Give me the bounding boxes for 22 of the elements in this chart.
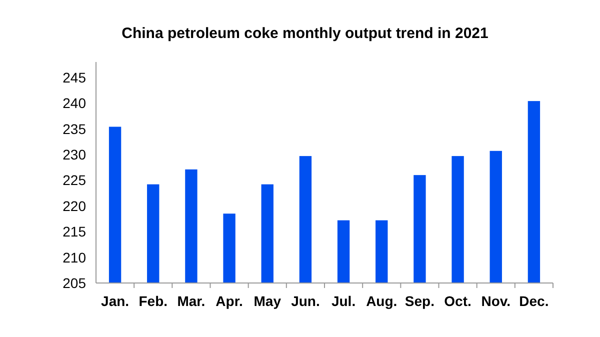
chart-title: China petroleum coke monthly output trend in 2021 — [122, 25, 488, 42]
x-tick-label: May — [254, 293, 282, 309]
x-tick-label: Nov. — [481, 293, 511, 309]
y-tick-label: 230 — [62, 146, 86, 163]
y-tick-label: 240 — [62, 95, 86, 112]
x-tick-label: Feb. — [138, 293, 168, 309]
x-tick-label: Jun. — [291, 293, 320, 309]
y-tick-label: 245 — [62, 69, 86, 86]
x-tick-label: Dec. — [519, 293, 549, 309]
y-tick-label: 215 — [62, 224, 86, 240]
y-tick-label: 220 — [62, 198, 86, 214]
x-tick-label: Jul. — [331, 293, 356, 309]
x-tick-label: Sep. — [404, 293, 434, 309]
x-tick-label: Mar. — [177, 293, 206, 309]
x-tick-label: Oct. — [444, 293, 472, 309]
x-tick-label: Apr. — [216, 293, 243, 309]
y-tick-label: 225 — [62, 172, 86, 188]
y-tick-label: 205 — [62, 275, 86, 291]
x-tick-label: Jan. — [101, 293, 130, 309]
x-tick-label: Aug. — [366, 293, 398, 309]
y-tick-label: 235 — [62, 120, 86, 137]
y-tick-label: 210 — [62, 249, 86, 266]
